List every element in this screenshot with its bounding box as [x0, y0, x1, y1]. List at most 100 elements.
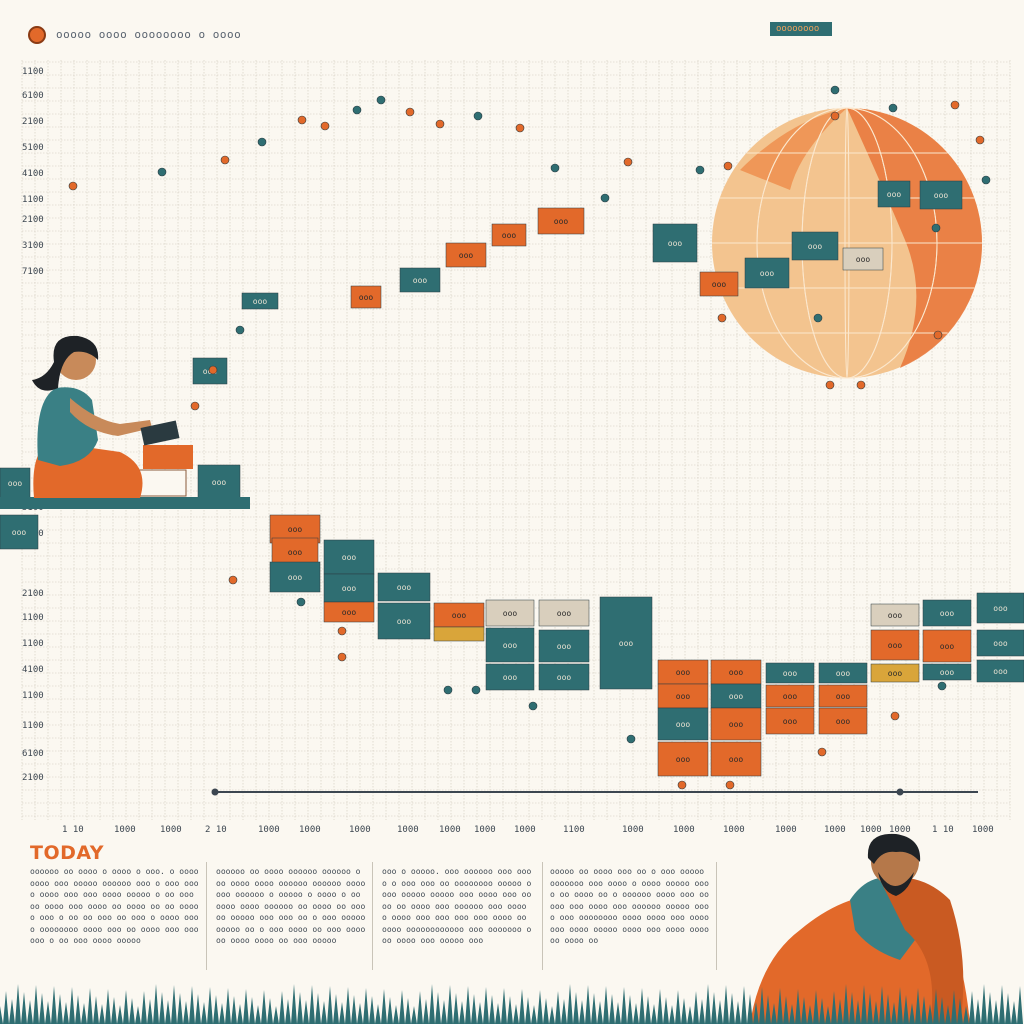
column-divider [206, 862, 207, 970]
data-block [197, 464, 241, 500]
column-divider [542, 862, 543, 970]
trend-point [220, 155, 230, 165]
y-tick-label: 2100 [22, 773, 44, 783]
data-block [818, 662, 868, 684]
data-block [870, 663, 920, 683]
block-label: ooo [836, 669, 851, 678]
trend-point [817, 747, 827, 757]
data-block [599, 596, 653, 690]
trend-point [550, 163, 560, 173]
trend-point [515, 123, 525, 133]
data-block [744, 257, 790, 289]
trend-point [890, 711, 900, 721]
x-tick-label: 1100 [563, 825, 585, 835]
woman-top [37, 387, 98, 466]
data-block [710, 683, 762, 709]
data-block [657, 741, 709, 777]
trend-point [931, 223, 941, 233]
trend-point [320, 121, 330, 131]
block-label: ooo [760, 269, 775, 278]
data-block [765, 662, 815, 684]
data-block [433, 602, 485, 628]
block-label: ooo [783, 669, 798, 678]
data-block [976, 592, 1024, 624]
trend-point [717, 313, 727, 323]
data-block [710, 707, 762, 741]
block-label: ooo [888, 611, 903, 620]
globe-shading [740, 108, 847, 190]
trend-point [208, 365, 218, 375]
x-tick-label: 1000 [514, 825, 536, 835]
data-block [399, 267, 441, 293]
data-block [537, 207, 585, 235]
trend-point [626, 734, 636, 744]
data-block [377, 602, 431, 640]
block-label: ooo [676, 668, 691, 677]
trend-point [337, 626, 347, 636]
text-column-2: oooooo oo oooo oooooo oooooo o oo oooo o… [216, 867, 366, 945]
data-block [710, 659, 762, 685]
block-label: ooo [676, 720, 691, 729]
block-label: ooo [729, 692, 744, 701]
x-tick-label: 1000 [299, 825, 321, 835]
header-badge-label: oooooooo [776, 24, 820, 34]
data-block [818, 707, 868, 735]
block-label: ooo [503, 641, 518, 650]
globe-shading [847, 108, 983, 368]
trend-point [257, 137, 267, 147]
block-label: ooo [993, 639, 1008, 648]
data-block [657, 659, 709, 685]
x-axis-endpoint [211, 788, 219, 796]
block-label: ooo [729, 720, 744, 729]
data-block [538, 629, 590, 663]
block-label: ooo [887, 190, 902, 199]
block-label: ooo [676, 755, 691, 764]
x-tick-label: 1000 [972, 825, 994, 835]
block-label: ooo [554, 217, 569, 226]
block-label: ooo [342, 553, 357, 562]
x-tick-label: 1000 [824, 825, 846, 835]
block-label: ooo [808, 242, 823, 251]
y-tick-label: 3100 [22, 241, 44, 251]
data-block [323, 573, 375, 603]
block-label: ooo [934, 191, 949, 200]
data-blocks: ooo ooo ooo ooo ooo ooo ooo ooo ooo ooo ooo ooo ooo o… [0, 180, 1024, 777]
y-tick-label: 1100 [22, 721, 44, 731]
data-block [433, 626, 485, 642]
x-axis-endpoint [896, 788, 904, 796]
text-column-4: ooooo oo oooo ooo oo o ooo ooooo ooooooo… [550, 867, 709, 945]
trend-point [723, 161, 733, 171]
block-label: ooo [557, 609, 572, 618]
woman-reading-illustration [0, 335, 250, 509]
block-label: ooo [342, 584, 357, 593]
woman-arm [70, 398, 152, 436]
x-tick-label: 1000 [114, 825, 136, 835]
data-block [657, 707, 709, 741]
block-label: ooo [856, 255, 871, 264]
block-label: ooo [888, 641, 903, 650]
trend-markers [68, 85, 991, 790]
block-label: ooo [712, 280, 727, 289]
trend-point [471, 685, 481, 695]
data-block [710, 741, 762, 777]
data-block [791, 231, 839, 261]
x-tick-label: 1000 [397, 825, 419, 835]
data-block [0, 514, 39, 550]
data-block [922, 663, 972, 681]
block-label: ooo [359, 293, 374, 302]
data-block [350, 285, 382, 309]
block-label: ooo [288, 548, 303, 557]
data-block [922, 599, 972, 627]
trend-point [190, 401, 200, 411]
data-block [842, 247, 884, 271]
column-divider [372, 862, 373, 970]
y-tick-label: 1100 [22, 195, 44, 205]
trend-point [405, 107, 415, 117]
x-tick-label: 1000 [258, 825, 280, 835]
block-label: ooo [503, 673, 518, 682]
y-tick-label: 7100 [22, 267, 44, 277]
man-robe-fold [880, 877, 964, 1024]
data-block [870, 629, 920, 661]
man-sitting-illustration [750, 833, 970, 1024]
